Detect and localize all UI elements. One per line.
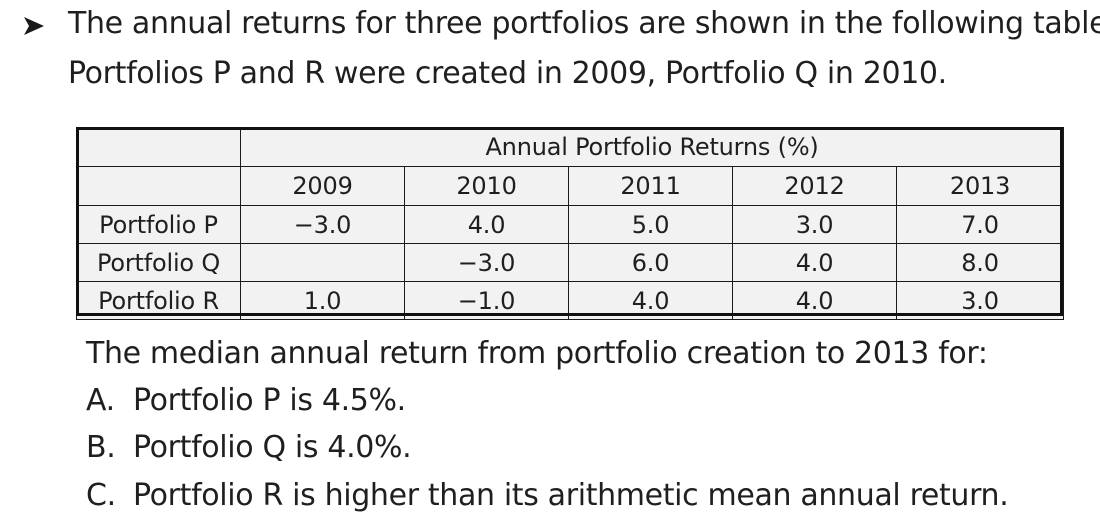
table-row-portfolio-r: Portfolio R 1.0 −1.0 4.0 4.0 3.0 bbox=[76, 281, 1065, 320]
intro-text-line-1: The annual returns for three portfolios … bbox=[68, 6, 1100, 41]
option-b: B. Portfolio Q is 4.0%. bbox=[86, 428, 412, 468]
table-cell: −3.0 bbox=[404, 243, 569, 282]
year-header-2012: 2012 bbox=[732, 166, 897, 206]
table-cell: 8.0 bbox=[895, 243, 1065, 282]
table-cell: 6.0 bbox=[568, 243, 733, 282]
returns-table-container: Annual Portfolio Returns (%) 2009 2010 2… bbox=[76, 127, 1065, 320]
table-corner-cell bbox=[76, 166, 241, 206]
row-label-portfolio-q: Portfolio Q bbox=[76, 243, 241, 282]
table-cell: −3.0 bbox=[240, 205, 405, 244]
option-text: Portfolio Q is 4.0%. bbox=[133, 430, 412, 465]
table-row-portfolio-p: Portfolio P −3.0 4.0 5.0 3.0 7.0 bbox=[76, 205, 1065, 244]
table-cell: 1.0 bbox=[240, 281, 405, 320]
year-header-2009: 2009 bbox=[240, 166, 405, 206]
year-header-2010: 2010 bbox=[404, 166, 569, 206]
intro-text-line-2: Portfolios P and R were created in 2009,… bbox=[68, 56, 947, 91]
table-title-row: Annual Portfolio Returns (%) bbox=[76, 127, 1065, 167]
row-label-portfolio-r: Portfolio R bbox=[76, 281, 241, 320]
option-c: C. Portfolio R is higher than its arithme… bbox=[86, 476, 1009, 516]
table-cell bbox=[240, 243, 405, 282]
table-cell: 4.0 bbox=[404, 205, 569, 244]
year-header-2011: 2011 bbox=[568, 166, 733, 206]
option-text: Portfolio R is higher than its arithmeti… bbox=[133, 478, 1009, 513]
row-label-portfolio-p: Portfolio P bbox=[76, 205, 241, 244]
table-cell: 4.0 bbox=[732, 243, 897, 282]
table-corner-cell bbox=[76, 127, 241, 167]
table-cell: 3.0 bbox=[895, 281, 1065, 320]
table-row-portfolio-q: Portfolio Q −3.0 6.0 4.0 8.0 bbox=[76, 243, 1065, 282]
table-title: Annual Portfolio Returns (%) bbox=[239, 127, 1065, 167]
table-cell: 4.0 bbox=[568, 281, 733, 320]
question-stem: The median annual return from portfolio … bbox=[86, 336, 988, 371]
option-letter: C. bbox=[86, 478, 116, 513]
returns-table: Annual Portfolio Returns (%) 2009 2010 2… bbox=[76, 127, 1065, 320]
year-header-2013: 2013 bbox=[895, 166, 1065, 206]
option-letter: A. bbox=[86, 383, 115, 418]
table-cell: 7.0 bbox=[895, 205, 1065, 244]
table-cell: 5.0 bbox=[568, 205, 733, 244]
option-text: Portfolio P is 4.5%. bbox=[133, 383, 406, 418]
table-cell: −1.0 bbox=[404, 281, 569, 320]
table-year-header-row: 2009 2010 2011 2012 2013 bbox=[76, 166, 1065, 206]
table-cell: 3.0 bbox=[732, 205, 897, 244]
option-letter: B. bbox=[86, 430, 116, 465]
option-a: A. Portfolio P is 4.5%. bbox=[86, 381, 406, 421]
table-cell: 4.0 bbox=[732, 281, 897, 320]
